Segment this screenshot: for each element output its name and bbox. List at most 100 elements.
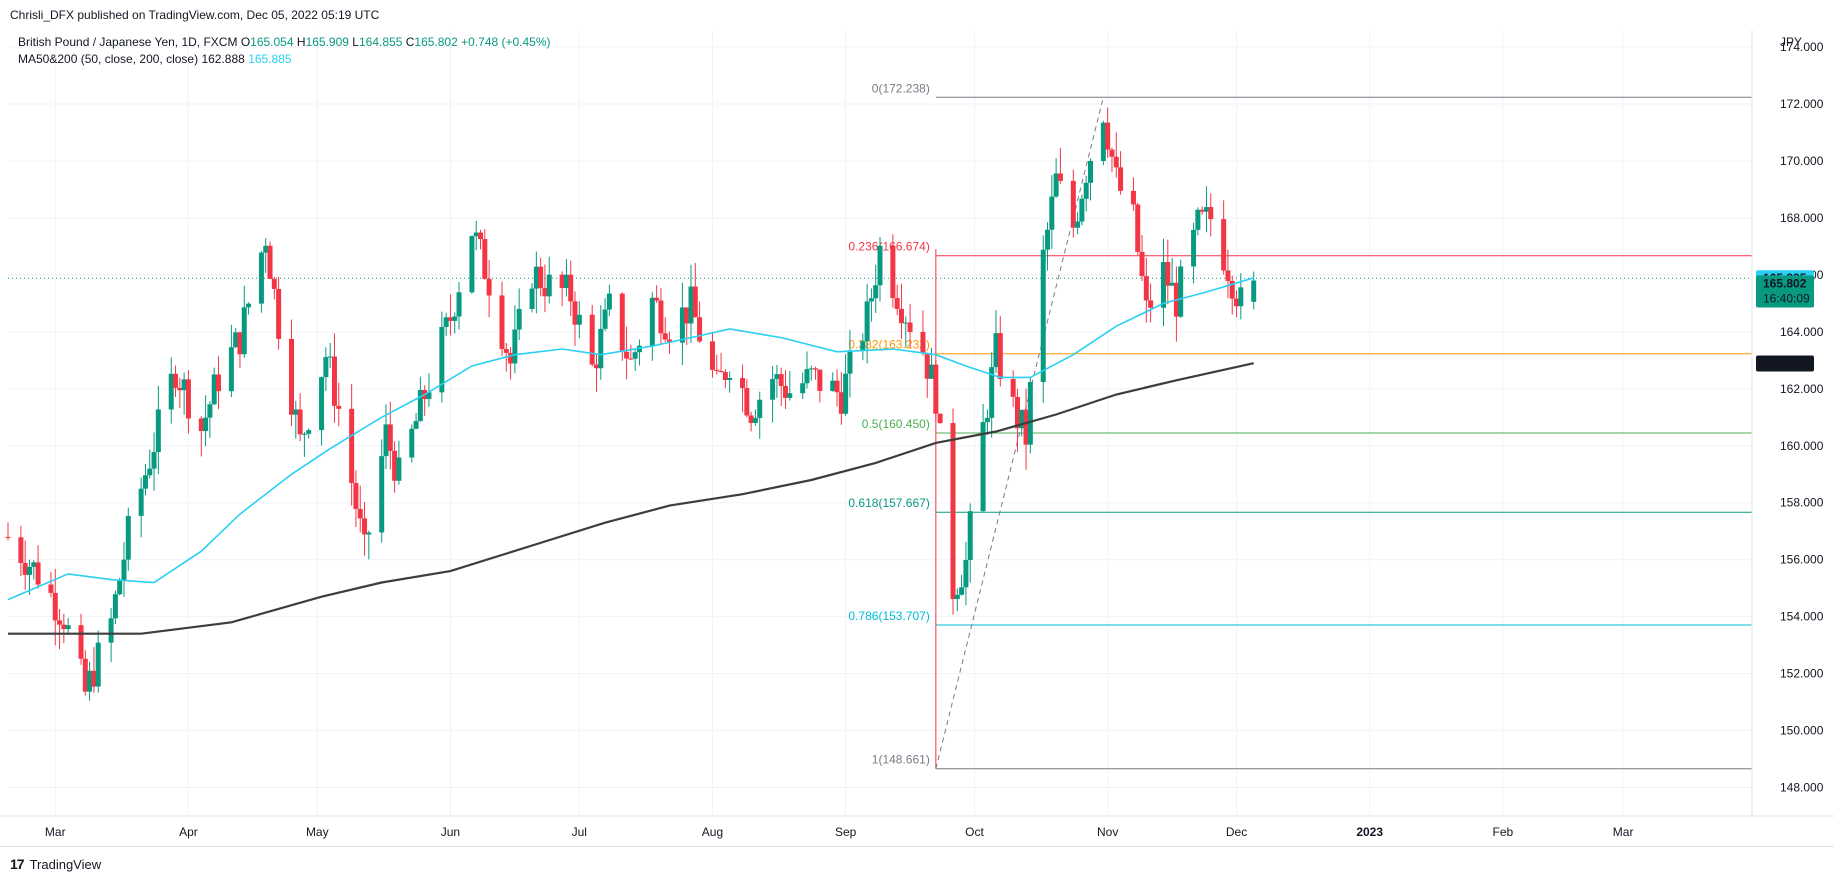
candle-body: [168, 373, 174, 410]
legend-ma-row: MA50&200 (50, close, 200, close) 162.888…: [18, 51, 551, 68]
candle-body: [503, 348, 509, 353]
chart-background: [0, 30, 1834, 846]
candle-body: [740, 378, 746, 389]
candle-body: [817, 369, 823, 391]
candle-body: [980, 422, 986, 512]
candle-body: [1203, 207, 1209, 212]
candle-body: [323, 357, 329, 378]
candle-body: [1178, 266, 1184, 317]
candle-body: [727, 378, 733, 380]
x-tick-label: May: [306, 825, 329, 839]
legend-low: 164.855: [358, 35, 403, 49]
candle-body: [658, 300, 664, 334]
candle-body: [787, 393, 793, 398]
legend-open: 165.054: [250, 35, 294, 49]
candle-body: [1049, 196, 1055, 230]
candlestick-series: [5, 107, 1257, 701]
candle-body: [684, 307, 690, 324]
candle-body: [1161, 262, 1167, 308]
fib-label-0.786: 0.786(153.707): [848, 609, 929, 623]
legend-symbol: British Pound / Japanese Yen, 1D, FXCM: [18, 35, 238, 49]
candle-body: [654, 297, 660, 301]
candle-body: [628, 358, 634, 360]
candle-body: [529, 288, 535, 309]
fib-label-0: 0(172.238): [872, 81, 930, 95]
candle-body: [1070, 180, 1076, 228]
candle-body: [864, 301, 870, 342]
candle-body: [993, 333, 999, 368]
legend-change: +0.748 (+0.45%): [461, 35, 551, 49]
candle-body: [31, 562, 37, 567]
candle-body: [1195, 209, 1201, 230]
candle-body: [108, 618, 114, 643]
candle-body: [877, 245, 883, 286]
candle-body: [868, 298, 874, 302]
y-tick-label: 152.000: [1780, 667, 1824, 681]
candle-body: [1027, 382, 1033, 445]
candle-body: [396, 457, 402, 481]
candle-body: [267, 245, 273, 279]
candle-body: [293, 409, 299, 415]
candle-body: [112, 594, 118, 619]
tradingview-logo[interactable]: 17 TradingView: [10, 856, 101, 872]
price-chart[interactable]: 0(172.238)0.236(166.674)0.382(163.232)0.…: [0, 30, 1834, 846]
candle-body: [997, 333, 1003, 379]
candle-body: [138, 488, 144, 516]
legend-ma200-value: 162.888: [201, 52, 245, 66]
y-tick-label: 156.000: [1780, 553, 1824, 567]
candle-body: [1113, 156, 1119, 168]
candle-body: [1221, 219, 1227, 271]
candle-body: [782, 385, 788, 398]
y-tick-label: 172.000: [1780, 97, 1824, 111]
candle-body: [649, 297, 655, 346]
candle-body: [959, 587, 965, 595]
price-tag-ma200: [1756, 355, 1814, 372]
candle-body: [241, 307, 247, 355]
candle-body: [263, 245, 269, 253]
candle-body: [808, 368, 814, 370]
candle-body: [860, 341, 866, 351]
candle-body: [559, 274, 565, 289]
legend-high: 165.909: [305, 35, 349, 49]
candle-body: [667, 339, 673, 343]
candle-body: [387, 424, 393, 451]
chart-area[interactable]: 0(172.238) 0.236(166.674) 0.382(163.232) 0.…: [0, 30, 1834, 846]
candle-body: [542, 288, 548, 297]
fib-label-0.5: 0.5(160.450): [862, 417, 930, 431]
candle-body: [950, 423, 956, 600]
fib-label-0.236: 0.236(166.674): [848, 240, 929, 254]
candle-body: [1057, 173, 1063, 181]
candle-body: [26, 566, 32, 575]
time-axis[interactable]: Mar Apr May Jun Jul Aug Sep Oct Nov Dec 2023 Feb Mar: [45, 825, 1634, 839]
candle-body: [452, 316, 458, 321]
legend-close: 165.802: [414, 35, 458, 49]
candle-body: [173, 373, 179, 388]
candle-body: [1165, 262, 1171, 286]
candle-body: [903, 322, 909, 324]
y-tick-label: 170.000: [1780, 154, 1824, 168]
candle-body: [516, 308, 522, 330]
candle-body: [306, 430, 312, 434]
candle-body: [1238, 287, 1244, 307]
candle-body: [1135, 204, 1141, 252]
candle-body: [181, 379, 187, 391]
chart-legend: British Pound / Japanese Yen, 1D, FXCM O…: [18, 34, 551, 68]
price-tag-countdown: 16:40:09: [1763, 292, 1810, 306]
candle-body: [748, 415, 754, 423]
y-tick-label: 158.000: [1780, 496, 1824, 510]
candle-body: [478, 232, 484, 240]
candle-body: [147, 468, 153, 476]
candle-body: [907, 322, 913, 332]
candle-body: [1229, 280, 1235, 299]
candle-body: [508, 352, 514, 364]
candle-body: [65, 625, 71, 630]
candle-body: [847, 350, 853, 374]
x-tick-label: Mar: [45, 825, 66, 839]
legend-low-label: L: [352, 35, 359, 49]
candle-body: [1208, 207, 1214, 220]
candle-body: [1109, 149, 1115, 157]
price-tag-label: 165.802: [1763, 277, 1807, 291]
candle-body: [774, 374, 780, 380]
x-tick-label: Oct: [965, 825, 984, 839]
x-tick-label: 2023: [1356, 825, 1383, 839]
